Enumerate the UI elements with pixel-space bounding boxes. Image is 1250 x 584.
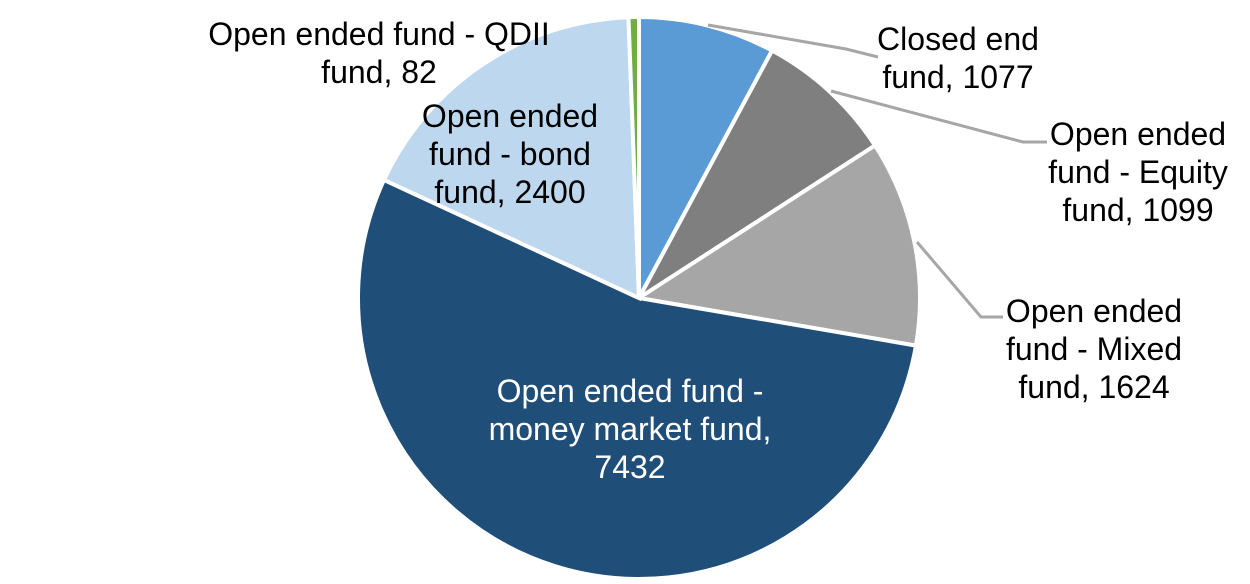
data-label-open-ended-fund-mixed-fund: Open ended fund - Mixed fund, 1624 — [1006, 293, 1182, 405]
pie-slice-open-ended-fund-equity-fund — [637, 47, 878, 300]
data-label-open-ended-fund-bond-fund: Open ended fund - bond fund, 2400 — [422, 98, 598, 210]
pie-slice-open-ended-fund-money-market-fund — [356, 177, 919, 581]
leader-line-open-ended-fund-equity-fund — [830, 89, 1047, 144]
data-label-closed-end-fund: Closed end fund, 1077 — [877, 21, 1039, 95]
data-label-open-ended-fund-money-market-fund: Open ended fund -money market fund, 7432 — [489, 373, 772, 485]
pie-slice-closed-end-fund — [637, 14, 775, 299]
leader-lines — [707, 23, 1047, 319]
pie-slices — [356, 14, 922, 581]
leader-line-closed-end-fund — [707, 23, 879, 59]
pie-slice-open-ended-fund-mixed-fund — [633, 142, 922, 348]
data-label-open-ended-fund-qdii-fund: Open ended fund - QDII fund, 82 — [208, 16, 550, 90]
pie-slice-open-ended-fund-qdii-fund — [626, 14, 641, 299]
leader-line-open-ended-fund-mixed-fund — [915, 241, 1003, 319]
data-label-open-ended-fund-equity-fund: Open ended fund - Equity fund, 1099 — [1048, 116, 1228, 228]
pie-slice-open-ended-fund-bond-fund — [381, 15, 642, 302]
